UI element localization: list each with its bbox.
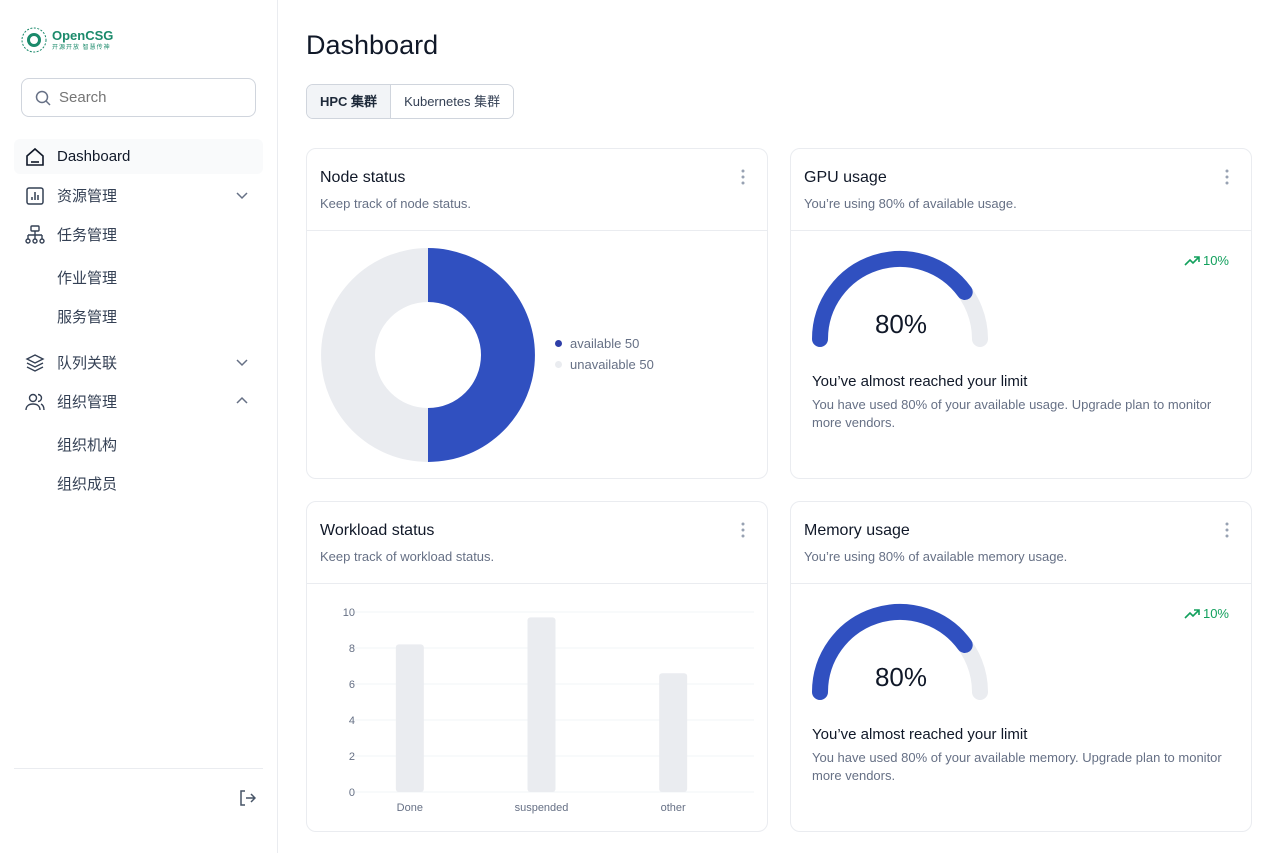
donut-slice-available	[428, 248, 535, 462]
trend-up-icon	[1184, 255, 1200, 266]
x-tick-label: other	[661, 802, 686, 814]
sidebar-item-org-structure[interactable]: 组织机构	[14, 427, 263, 462]
legend-label: available 50	[570, 336, 640, 351]
node-donut-chart	[321, 248, 535, 462]
gauge-fill	[812, 251, 973, 347]
y-tick-label: 10	[343, 607, 355, 619]
cluster-tabs: HPC 集群 Kubernetes 集群	[306, 84, 515, 119]
sidebar-item-label: 组织管理	[57, 394, 118, 411]
trend-badge: 10%	[1184, 253, 1229, 268]
tab-kubernetes[interactable]: Kubernetes 集群	[391, 85, 514, 118]
sidebar-item-jobs[interactable]: 作业管理	[14, 260, 263, 295]
card-subtitle: You’re using 80% of available memory usa…	[804, 549, 1068, 564]
memory-gauge	[812, 604, 988, 700]
card-title: Node status	[320, 169, 406, 186]
legend-item: available 50	[555, 336, 654, 351]
more-icon[interactable]	[737, 167, 749, 187]
memory-usage-card: Memory usage You’re using 80% of availabl…	[790, 501, 1252, 832]
gauge-fill	[812, 604, 973, 700]
chevron-up-icon[interactable]	[235, 394, 249, 408]
x-tick-label: Done	[397, 802, 423, 814]
gpu-usage-card: GPU usage You’re using 80% of available u…	[790, 148, 1252, 479]
limit-title: You’ve almost reached your limit	[812, 726, 1028, 743]
users-icon	[25, 393, 45, 410]
workload-bar-chart: 0 2 4 6 8 10 Done suspended other	[343, 607, 754, 814]
bar-other	[659, 673, 688, 792]
sidebar-item-dashboard[interactable]: Dashboard	[14, 139, 263, 174]
legend-dot	[555, 340, 562, 347]
card-title: GPU usage	[804, 169, 887, 186]
gauge-value: 80%	[874, 309, 928, 339]
sidebar-item-label: 组织机构	[57, 437, 118, 454]
logo: OpenCSG 开源开放 智慧传神	[21, 27, 113, 53]
page-title: Dashboard	[306, 30, 439, 60]
hierarchy-icon	[25, 224, 45, 244]
donut-slice-unavailable	[321, 248, 428, 462]
y-tick-label: 8	[349, 643, 355, 655]
logo-text: OpenCSG	[52, 28, 114, 43]
limit-description: You have used 80% of your available usag…	[812, 397, 1212, 430]
search-input[interactable]	[59, 89, 239, 106]
logout-icon[interactable]	[238, 789, 256, 807]
limit-description: You have used 80% of your available memo…	[812, 750, 1222, 783]
chevron-down-icon[interactable]	[235, 355, 249, 369]
card-subtitle: Keep track of node status.	[320, 196, 472, 211]
card-title: Workload status	[320, 522, 435, 539]
sidebar-item-label: 任务管理	[57, 227, 118, 244]
layers-icon	[25, 353, 45, 372]
y-tick-label: 0	[349, 787, 355, 799]
trend-value: 10%	[1202, 253, 1229, 268]
card-subtitle: Keep track of workload status.	[320, 549, 495, 564]
sidebar-item-organization[interactable]: 组织管理	[14, 384, 263, 419]
legend-item: unavailable 50	[555, 357, 654, 372]
card-subtitle: You’re using 80% of available usage.	[804, 196, 1017, 211]
bar-chart-icon	[26, 186, 44, 205]
sidebar-item-label: 服务管理	[57, 309, 118, 326]
y-tick-label: 4	[349, 715, 355, 727]
node-status-card: Node status Keep track of node status. av…	[306, 148, 768, 479]
sidebar-item-label: 作业管理	[57, 270, 118, 287]
sidebar-item-tasks[interactable]: 任务管理	[14, 217, 263, 252]
trend-badge: 10%	[1184, 606, 1229, 621]
sidebar-item-label: 资源管理	[57, 188, 118, 205]
sidebar-item-queues[interactable]: 队列关联	[14, 345, 263, 380]
more-icon[interactable]	[1221, 520, 1233, 540]
sidebar-item-services[interactable]: 服务管理	[14, 299, 263, 334]
sidebar: OpenCSG 开源开放 智慧传神 Dashboard 资源管理 任务管理 作业管…	[0, 0, 278, 853]
search-icon	[35, 90, 51, 106]
x-tick-label: suspended	[515, 802, 569, 814]
limit-title: You’ve almost reached your limit	[812, 373, 1028, 390]
sidebar-item-org-members[interactable]: 组织成员	[14, 466, 263, 501]
home-icon	[26, 147, 44, 166]
opencsg-logo-icon	[21, 27, 47, 53]
card-title: Memory usage	[804, 522, 910, 539]
logo-subtext: 开源开放 智慧传神	[52, 45, 111, 51]
y-tick-label: 2	[349, 751, 355, 763]
sidebar-divider	[14, 768, 263, 769]
trend-value: 10%	[1202, 606, 1229, 621]
chevron-down-icon[interactable]	[235, 188, 249, 202]
more-icon[interactable]	[737, 520, 749, 540]
search-box[interactable]	[21, 78, 256, 117]
donut-legend: available 50 unavailable 50	[555, 336, 654, 378]
sidebar-item-resources[interactable]: 资源管理	[14, 178, 263, 213]
trend-up-icon	[1184, 608, 1200, 619]
gpu-gauge	[812, 251, 988, 347]
sidebar-item-label: Dashboard	[57, 148, 131, 165]
bar-Done	[395, 644, 424, 792]
legend-label: unavailable 50	[570, 357, 654, 372]
tab-hpc[interactable]: HPC 集群	[307, 85, 392, 118]
bar-suspended	[527, 617, 556, 792]
gauge-value: 80%	[874, 662, 928, 692]
sidebar-item-label: 队列关联	[57, 355, 118, 372]
more-icon[interactable]	[1221, 167, 1233, 187]
y-tick-label: 6	[349, 679, 355, 691]
legend-dot	[555, 361, 562, 368]
sidebar-item-label: 组织成员	[57, 476, 118, 493]
workload-status-card: Workload status Keep track of workload st…	[306, 501, 768, 832]
